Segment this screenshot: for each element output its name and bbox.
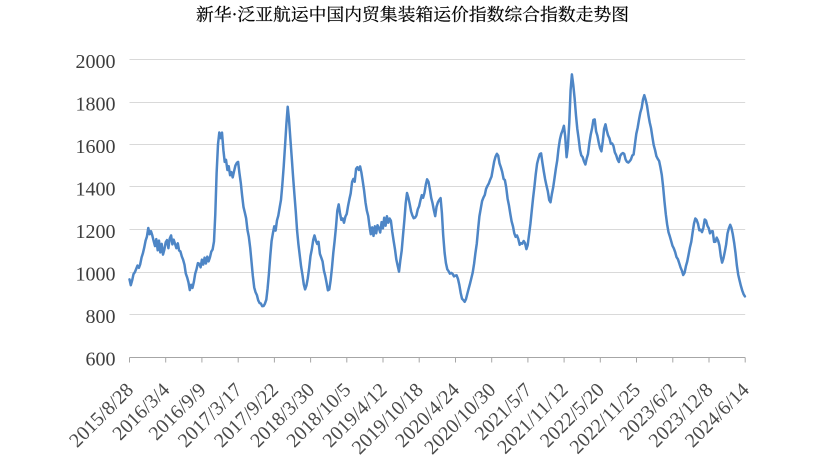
svg-text:600: 600 (86, 348, 116, 370)
svg-text:1200: 1200 (76, 221, 116, 243)
svg-text:1600: 1600 (76, 136, 116, 158)
svg-text:1800: 1800 (76, 93, 116, 115)
svg-text:1400: 1400 (76, 178, 116, 200)
svg-text:800: 800 (86, 306, 116, 328)
svg-text:2000: 2000 (76, 51, 116, 73)
svg-text:1000: 1000 (76, 263, 116, 285)
